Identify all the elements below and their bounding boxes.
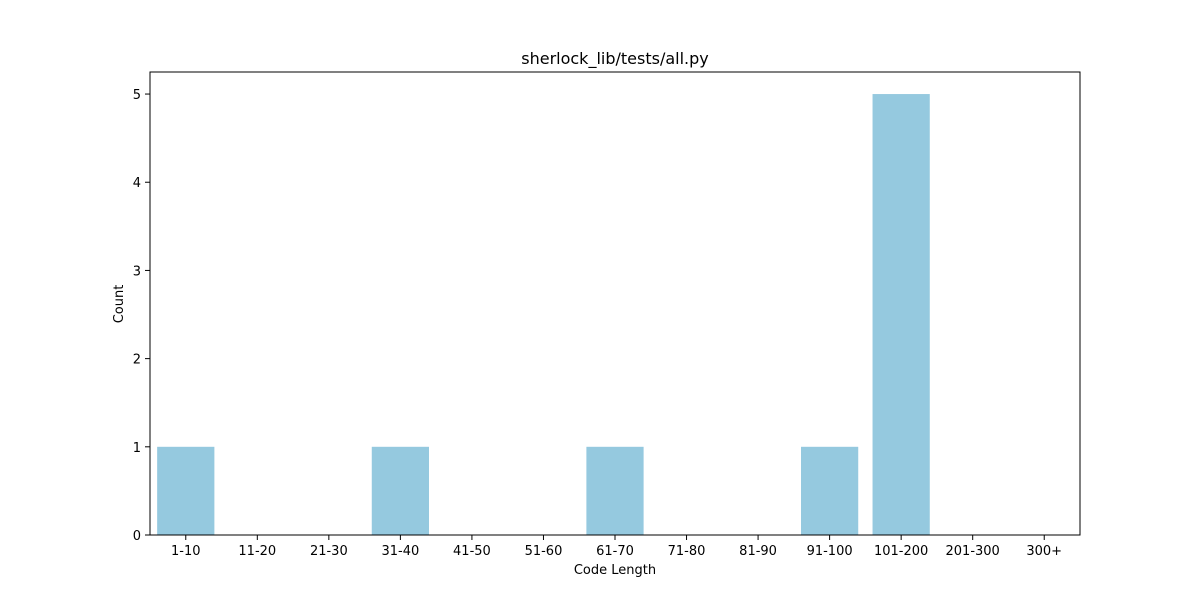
x-tick-label: 71-80 — [668, 544, 706, 559]
x-tick-label: 21-30 — [310, 544, 348, 559]
bar-91-100 — [801, 446, 859, 535]
y-tick-label: 5 — [133, 88, 141, 103]
x-tick-label: 1-10 — [171, 544, 201, 559]
x-tick-label: 41-50 — [453, 544, 491, 559]
y-tick-label: 4 — [133, 176, 141, 191]
x-tick-label: 11-20 — [238, 544, 276, 559]
x-tick-label: 31-40 — [381, 544, 419, 559]
bar-31-40 — [371, 446, 429, 535]
bar-61-70 — [586, 446, 644, 535]
bar-101-200 — [872, 94, 930, 536]
x-axis-label: Code Length — [574, 563, 656, 578]
y-axis-ticks: 0 1 2 3 4 5 — [133, 88, 150, 544]
y-tick-label: 0 — [133, 529, 141, 544]
x-tick-label: 300+ — [1026, 544, 1062, 559]
bar-1-10 — [157, 446, 215, 535]
chart-title: sherlock_lib/tests/all.py — [521, 49, 709, 69]
x-tick-label: 101-200 — [874, 544, 928, 559]
x-tick-label: 81-90 — [739, 544, 777, 559]
x-tick-label: 91-100 — [807, 544, 853, 559]
x-axis-ticks: 1-10 11-20 21-30 31-40 41-50 51-60 61-70 71-80 8… — [171, 535, 1062, 559]
y-tick-label: 3 — [133, 264, 141, 279]
x-tick-label: 201-300 — [946, 544, 1000, 559]
y-tick-label: 1 — [133, 441, 141, 456]
y-axis-label: Count — [112, 285, 127, 324]
bars-layer — [157, 94, 930, 536]
y-tick-label: 2 — [133, 353, 141, 368]
x-tick-label: 61-70 — [596, 544, 634, 559]
x-tick-label: 51-60 — [525, 544, 563, 559]
